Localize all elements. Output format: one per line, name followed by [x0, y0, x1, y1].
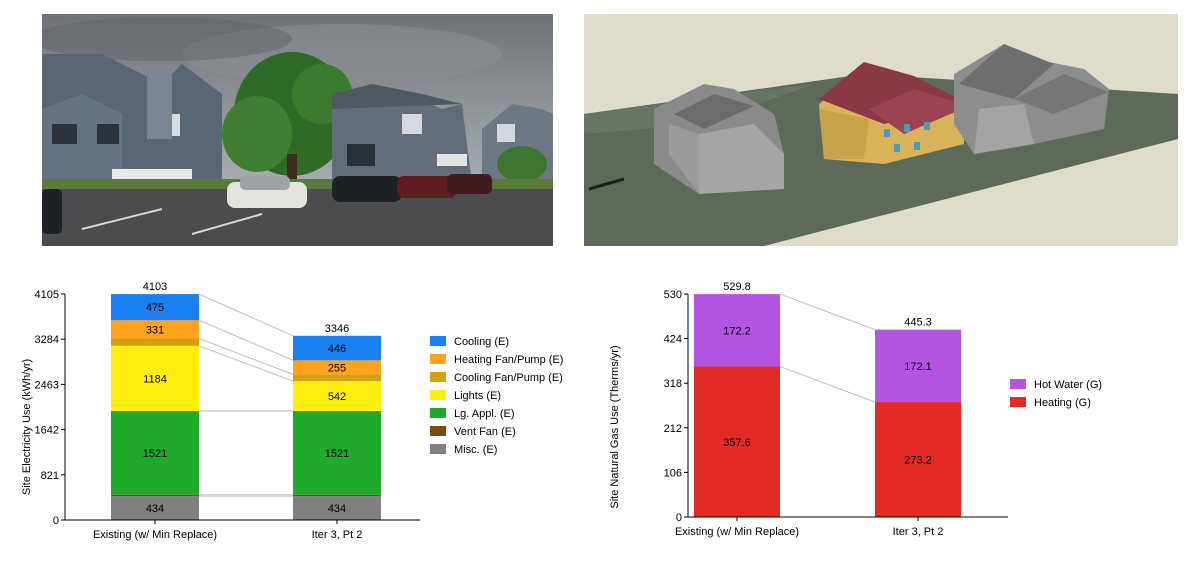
electricity-y-axis-label: Site Electricity Use (kWh/yr): [21, 359, 33, 495]
bar-segment: [293, 381, 381, 411]
bar-segment: [293, 335, 381, 361]
total-label: 529.8: [723, 281, 751, 293]
y-tick-label: 821: [41, 470, 59, 482]
y-tick-label: 2463: [35, 379, 59, 391]
gas-bars: 357.6 172.2 529.8 273.2 172.1 445.3: [694, 281, 961, 517]
bar-segment: [111, 496, 199, 520]
legend-swatch: [430, 408, 446, 418]
legend-label: Cooling Fan/Pump (E): [454, 372, 563, 384]
data-label: 1521: [325, 448, 349, 460]
legend-label: Cooling (E): [454, 336, 509, 348]
legend-label: Lights (E): [454, 390, 501, 402]
legend-label: Heating Fan/Pump (E): [454, 354, 563, 366]
bar-segment: [875, 402, 961, 517]
total-label: 445.3: [904, 317, 932, 329]
data-label: 475: [146, 302, 164, 314]
data-label: 434: [328, 503, 346, 515]
connector-line: [198, 319, 294, 361]
townhouse-photo-graphic: [42, 14, 553, 246]
gas-stacked-bar-chart: Site Natural Gas Use (Therms/yr) 357.6 17…: [609, 281, 1102, 538]
electricity-legend: Cooling (E) Heating Fan/Pump (E) Cooling F…: [430, 336, 563, 456]
x-tick-label: Existing (w/ Min Replace): [93, 529, 217, 541]
legend-label: Vent Fan (E): [454, 426, 516, 438]
legend-label: Hot Water (G): [1034, 379, 1102, 391]
bar-segment: [111, 410, 199, 495]
legend-swatch: [430, 354, 446, 364]
legend-swatch: [430, 372, 446, 382]
bar-segment: [111, 320, 199, 339]
legend-swatch: [1010, 397, 1026, 407]
electricity-axes: 0 821 1642 2463 3284 4105 Existing (w/ Min Rep…: [35, 289, 420, 541]
data-label: 273.2: [904, 455, 932, 467]
connector-line: [198, 338, 294, 375]
legend-swatch: [430, 444, 446, 454]
y-tick-label: 212: [664, 423, 682, 435]
connector-line: [198, 293, 294, 337]
data-label: 172.1: [904, 361, 932, 373]
y-tick-label: 4105: [35, 289, 59, 301]
legend-label: Heating (G): [1034, 397, 1091, 409]
bar-segment: [111, 494, 199, 497]
y-tick-label: 424: [664, 334, 682, 346]
gas-legend: Hot Water (G) Heating (G): [1010, 379, 1102, 409]
connector-line: [779, 293, 876, 331]
y-tick-label: 1642: [35, 425, 59, 437]
bar-segment: [293, 360, 381, 375]
legend-swatch: [430, 336, 446, 346]
data-label: 1521: [143, 448, 167, 460]
legend-swatch: [430, 426, 446, 436]
3d-model-graphic: [584, 14, 1178, 246]
bar-segment: [111, 338, 199, 346]
bar-segment: [111, 345, 199, 411]
data-label: 446: [328, 343, 346, 355]
legend-label: Lg. Appl. (E): [454, 408, 515, 420]
3d-model-render: [584, 14, 1178, 246]
y-tick-label: 106: [664, 467, 682, 479]
y-tick-label: 0: [53, 515, 59, 527]
data-label: 357.6: [723, 437, 751, 449]
x-tick-label: Iter 3, Pt 2: [312, 529, 363, 541]
x-tick-label: Iter 3, Pt 2: [893, 526, 944, 538]
data-label: 542: [328, 391, 346, 403]
bar-segment: [293, 374, 381, 382]
legend-swatch: [430, 390, 446, 400]
gas-axes: 0 106 212 318 424 530 Existing (w/ Min Replace…: [664, 289, 1008, 538]
bar-segment: [293, 410, 381, 495]
bar-segment: [293, 496, 381, 520]
total-label: 4103: [143, 281, 167, 293]
y-tick-label: 318: [664, 378, 682, 390]
electricity-connector-lines: [198, 293, 294, 521]
connector-line: [198, 345, 294, 382]
bar-segment: [694, 366, 780, 517]
legend-swatch: [1010, 379, 1026, 389]
connector-line: [779, 366, 876, 403]
bar-segment: [111, 294, 199, 321]
total-label: 3346: [325, 323, 349, 335]
x-tick-label: Existing (w/ Min Replace): [675, 526, 799, 538]
bar-segment: [293, 494, 381, 497]
data-label: 172.2: [723, 325, 751, 337]
electricity-bars: 434 1521 1184 331 475 4103 434 1521 542 255 446 334…: [111, 281, 381, 520]
gas-connector-lines: [779, 293, 876, 518]
data-label: 1184: [143, 373, 167, 385]
townhouse-photo: [42, 14, 553, 246]
y-tick-label: 3284: [35, 334, 59, 346]
bar-segment: [875, 329, 961, 403]
data-label: 331: [146, 324, 164, 336]
bar-segment: [694, 294, 780, 367]
electricity-stacked-bar-chart: Site Electricity Use (kWh/yr) 434 1521 118…: [21, 281, 563, 541]
y-tick-label: 0: [676, 512, 682, 524]
data-label: 434: [146, 503, 164, 515]
gas-y-axis-label: Site Natural Gas Use (Therms/yr): [609, 345, 621, 508]
y-tick-label: 530: [664, 289, 682, 301]
legend-label: Misc. (E): [454, 444, 497, 456]
data-label: 255: [328, 362, 346, 374]
